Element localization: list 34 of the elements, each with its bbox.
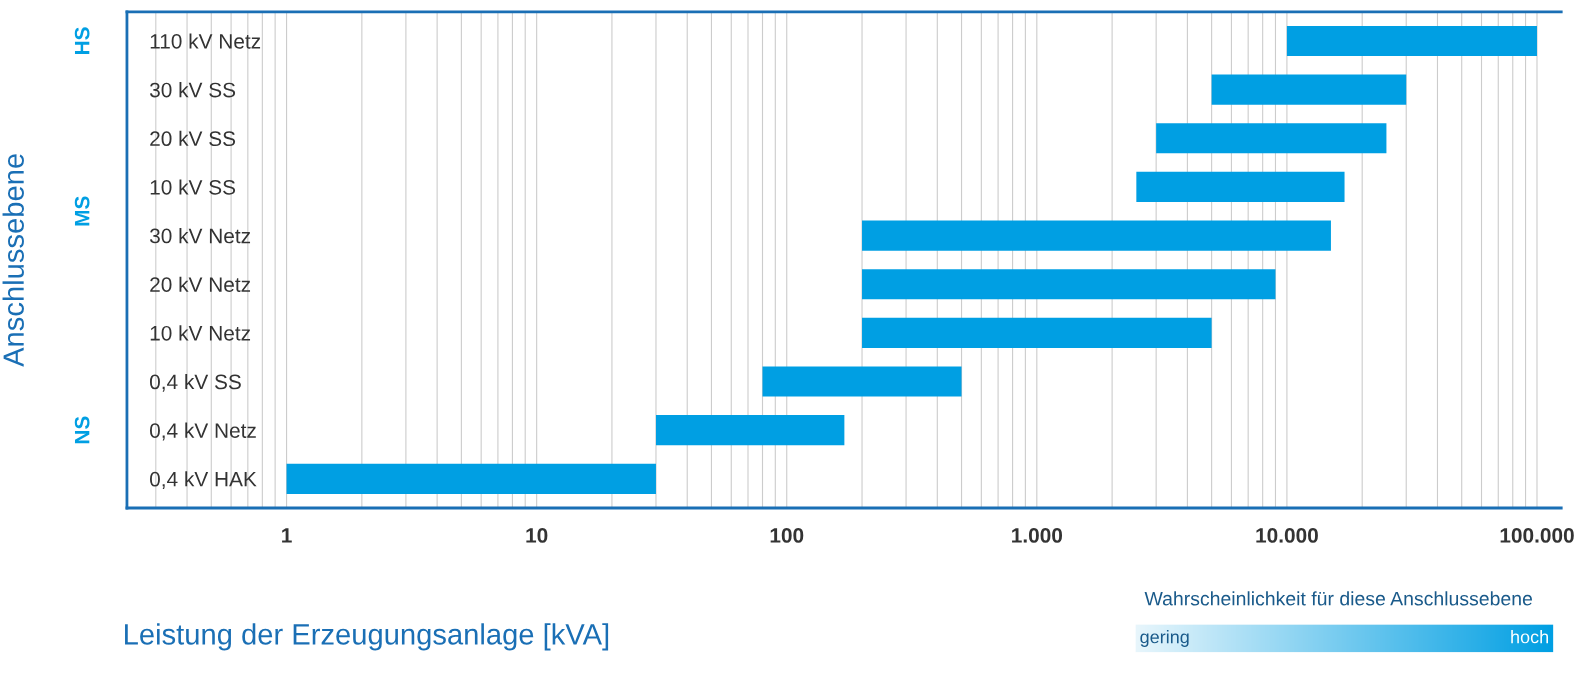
bar bbox=[1286, 25, 1537, 57]
x-axis-title: Leistung der Erzeugungsanlage [kVA] bbox=[125, 623, 609, 651]
x-tick-label: 10.000 bbox=[1256, 528, 1318, 543]
bar bbox=[286, 463, 656, 494]
text: MS bbox=[74, 196, 90, 226]
text: NS bbox=[74, 416, 90, 444]
bar bbox=[862, 220, 1331, 251]
bar bbox=[655, 415, 845, 446]
x-tick-label: 10 bbox=[526, 528, 548, 543]
x-tick-label: 1.000 bbox=[1012, 528, 1063, 543]
y-tick-label: 30 kV Netz bbox=[149, 228, 251, 244]
y-tick-label: 0,4 kV HAK bbox=[149, 471, 257, 490]
bar bbox=[862, 269, 1276, 300]
x-tick-label: 100 bbox=[770, 528, 804, 543]
x-tick-label: 100.000 bbox=[1500, 528, 1574, 543]
y-tick-label: 110 kV Netz bbox=[150, 33, 261, 49]
text: gering bbox=[1140, 630, 1189, 647]
y-tick-label: 10 kV Netz bbox=[150, 325, 251, 341]
text: HS bbox=[74, 27, 90, 55]
y-tick-label: 10 kV SS bbox=[150, 179, 236, 195]
text: hoch bbox=[1511, 630, 1548, 644]
bar bbox=[1156, 123, 1387, 154]
bar bbox=[1211, 74, 1407, 105]
y-tick-label: 0,4 kV Netz bbox=[149, 422, 256, 441]
y-axis-title: Anschlussebene bbox=[2, 154, 24, 367]
y-tick-label: 20 kV SS bbox=[150, 130, 236, 147]
bar bbox=[862, 317, 1212, 348]
bar bbox=[762, 366, 962, 397]
y-tick-label: 30 kV SS bbox=[149, 82, 236, 98]
y-tick-label: 20 kV Netz bbox=[150, 276, 251, 292]
y-tick-label: 0,4 kV SS bbox=[149, 373, 241, 392]
text: Wahrscheinlichkeit für diese Anschlussebene bbox=[1144, 591, 1532, 606]
bar bbox=[1136, 171, 1345, 203]
x-tick-label: 1 bbox=[282, 528, 292, 543]
